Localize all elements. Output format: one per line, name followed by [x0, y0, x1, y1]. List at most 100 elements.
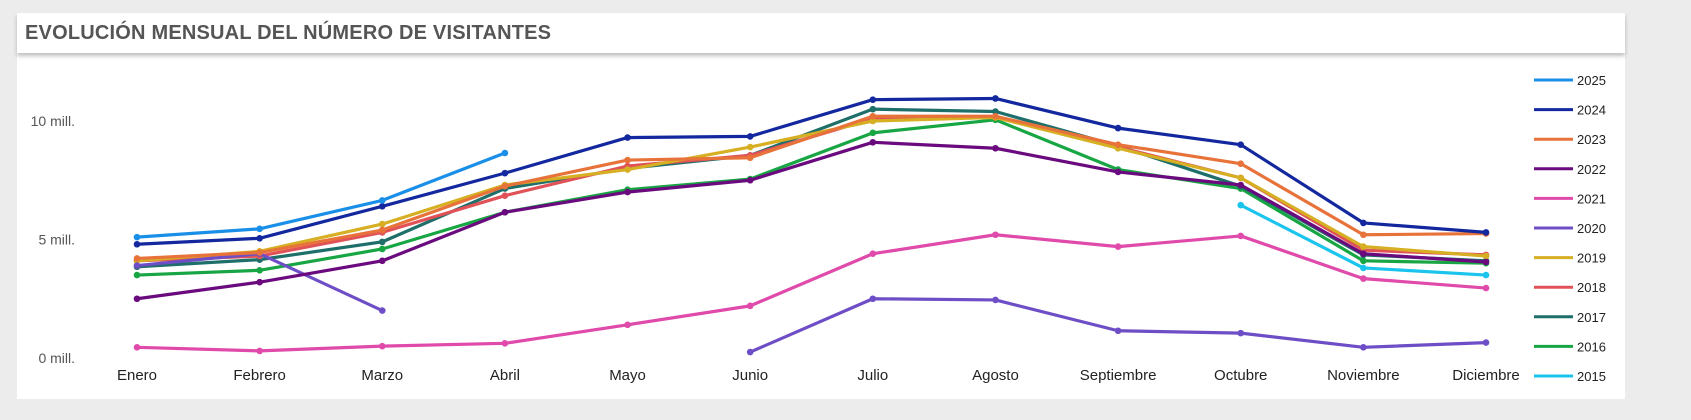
data-point[interactable] [133, 295, 141, 303]
data-point[interactable] [992, 144, 999, 152]
data-point[interactable] [992, 296, 999, 304]
data-point[interactable] [1114, 327, 1122, 335]
x-tick-label: Octubre [1214, 367, 1267, 384]
data-point[interactable] [1114, 141, 1122, 148]
data-point[interactable] [869, 112, 877, 120]
data-point[interactable] [869, 139, 877, 146]
data-point[interactable] [378, 226, 386, 234]
data-point[interactable] [624, 166, 631, 173]
data-point[interactable] [1482, 258, 1490, 266]
data-point[interactable] [746, 348, 754, 356]
data-point[interactable] [378, 220, 386, 228]
legend-item-2015[interactable]: 2015 [1534, 369, 1606, 384]
legend-item-2022[interactable]: 2022 [1534, 162, 1606, 177]
data-point[interactable] [256, 249, 263, 256]
y-tick-label: 0 mill. [38, 350, 75, 366]
data-point[interactable] [501, 192, 509, 199]
data-point[interactable] [1360, 344, 1367, 351]
data-point[interactable] [992, 95, 999, 102]
legend-item-2021[interactable]: 2021 [1534, 191, 1606, 206]
data-point[interactable] [1237, 174, 1245, 182]
legend-item-2020[interactable]: 2020 [1534, 221, 1606, 236]
data-point[interactable] [1237, 232, 1245, 240]
data-point[interactable] [133, 255, 141, 262]
data-point[interactable] [1360, 257, 1367, 265]
data-point[interactable] [1482, 229, 1490, 236]
data-point[interactable] [869, 117, 877, 125]
data-point[interactable] [869, 129, 877, 137]
data-point[interactable] [256, 347, 263, 355]
data-point[interactable] [746, 143, 754, 151]
data-point[interactable] [256, 278, 263, 286]
series-2020 [133, 250, 1490, 356]
data-point[interactable] [256, 267, 263, 274]
data-point[interactable] [378, 307, 386, 314]
legend-item-2024[interactable]: 2024 [1534, 103, 1606, 118]
data-point[interactable] [1114, 243, 1122, 250]
legend-item-2023[interactable]: 2023 [1534, 132, 1606, 147]
data-point[interactable] [133, 233, 141, 241]
series-line [135, 118, 1488, 277]
data-point[interactable] [1360, 231, 1367, 239]
data-point[interactable] [501, 208, 509, 216]
data-point[interactable] [1237, 160, 1245, 167]
data-point[interactable] [869, 295, 877, 303]
data-point[interactable] [992, 112, 999, 120]
data-point[interactable] [1360, 275, 1367, 282]
data-point[interactable] [624, 321, 631, 329]
title-bar: EVOLUCIÓN MENSUAL DEL NÚMERO DE VISITANT… [17, 13, 1625, 53]
data-point[interactable] [501, 182, 509, 190]
data-point[interactable] [378, 197, 386, 204]
data-point[interactable] [256, 235, 263, 242]
data-point[interactable] [378, 257, 386, 265]
data-point[interactable] [1360, 264, 1367, 272]
data-point[interactable] [1360, 250, 1367, 258]
data-point[interactable] [133, 344, 141, 351]
data-point[interactable] [378, 245, 386, 253]
legend-item-2017[interactable]: 2017 [1534, 310, 1606, 325]
data-point[interactable] [992, 108, 999, 115]
data-point[interactable] [1482, 284, 1490, 292]
data-point[interactable] [869, 96, 877, 103]
data-point[interactable] [1360, 243, 1367, 250]
data-point[interactable] [1482, 271, 1490, 279]
data-point[interactable] [746, 154, 754, 162]
data-point[interactable] [378, 203, 386, 210]
data-point[interactable] [746, 176, 754, 184]
legend-label: 2019 [1577, 251, 1606, 266]
data-point[interactable] [501, 149, 509, 157]
data-point[interactable] [133, 262, 141, 269]
data-point[interactable] [1237, 141, 1245, 148]
data-point[interactable] [869, 250, 877, 258]
data-point[interactable] [378, 342, 386, 350]
data-point[interactable] [624, 134, 631, 141]
data-point[interactable] [1237, 201, 1245, 209]
legend-item-2016[interactable]: 2016 [1534, 339, 1606, 354]
data-point[interactable] [1482, 252, 1490, 260]
legend-label: 2020 [1577, 221, 1606, 236]
legend-item-2019[interactable]: 2019 [1534, 251, 1606, 266]
data-point[interactable] [624, 156, 631, 164]
legend-item-2018[interactable]: 2018 [1534, 280, 1606, 295]
data-point[interactable] [869, 105, 877, 113]
data-point[interactable] [992, 231, 999, 239]
series-2025 [133, 149, 509, 241]
data-point[interactable] [133, 240, 141, 248]
data-point[interactable] [256, 225, 263, 233]
legend-item-2025[interactable]: 2025 [1534, 73, 1606, 88]
data-point[interactable] [1237, 329, 1245, 337]
data-point[interactable] [746, 302, 754, 310]
data-point[interactable] [501, 169, 509, 177]
data-point[interactable] [501, 340, 509, 347]
chart-card [17, 13, 1625, 399]
data-point[interactable] [378, 238, 386, 246]
data-point[interactable] [133, 271, 141, 279]
data-point[interactable] [1237, 181, 1245, 189]
data-point[interactable] [1360, 219, 1367, 227]
data-point[interactable] [1114, 168, 1122, 176]
data-point[interactable] [1482, 339, 1490, 346]
data-point[interactable] [746, 133, 754, 140]
data-point[interactable] [624, 188, 631, 196]
data-point[interactable] [1114, 124, 1122, 132]
legend-label: 2015 [1577, 369, 1606, 384]
